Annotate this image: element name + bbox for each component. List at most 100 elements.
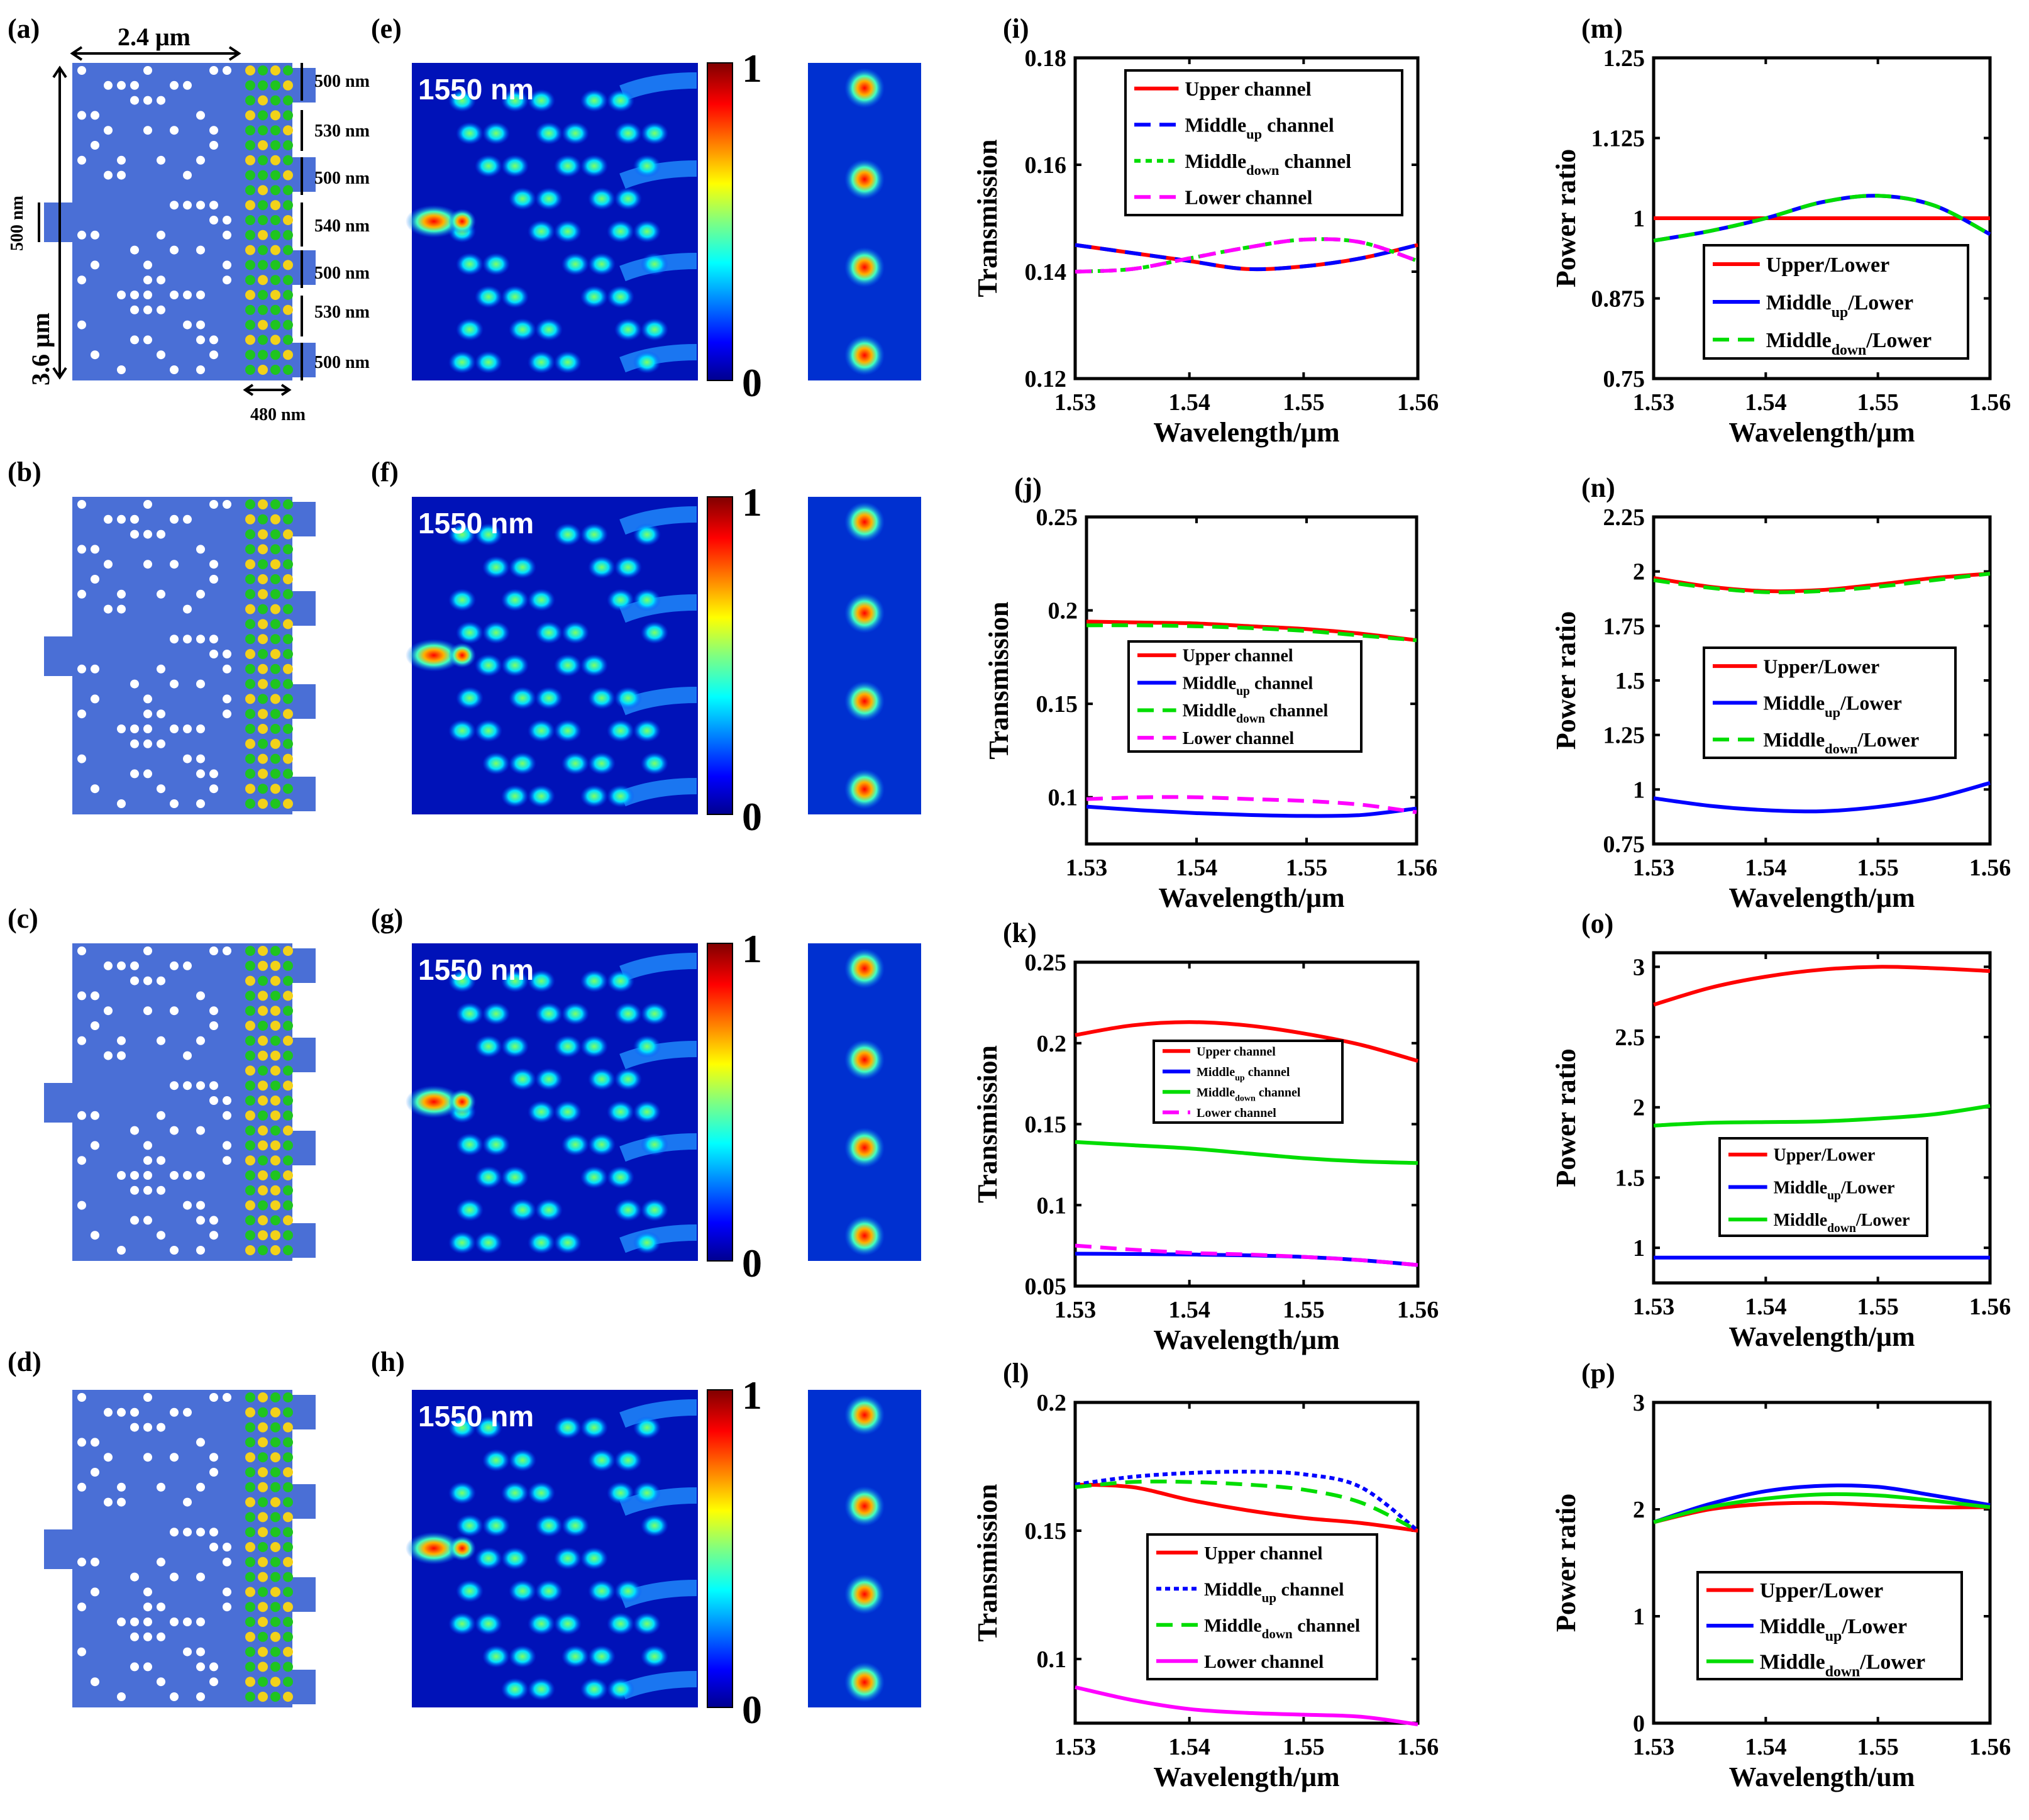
field-lobe	[456, 1133, 484, 1156]
y-tick-label: 2	[1633, 1095, 1645, 1121]
hole-white	[209, 216, 218, 225]
hole-white	[130, 335, 139, 345]
hole-white	[170, 1171, 179, 1180]
legend-entry: Middleup/Lower	[1763, 692, 1901, 720]
hole-coded	[283, 1065, 293, 1076]
hole-coded	[258, 499, 268, 509]
hole-coded	[283, 1587, 293, 1597]
y-tick-label: 1	[1633, 1235, 1645, 1262]
hole-coded	[283, 709, 293, 719]
device-body	[72, 943, 292, 1261]
panel-label-m: (m)	[1581, 13, 1623, 44]
hole-white	[223, 216, 231, 225]
panel-label-h: (h)	[371, 1346, 405, 1377]
series-line-3	[1653, 194, 1991, 243]
legend-entry: Middleup channel	[1183, 674, 1313, 698]
hole-white	[77, 1438, 86, 1447]
field-lobe	[633, 1101, 661, 1123]
hole-coded	[270, 245, 280, 255]
hole-coded	[283, 604, 293, 614]
wavelength-label-h: 1550 nm	[418, 1400, 534, 1433]
hole-white	[183, 291, 192, 299]
hole-coded	[245, 1006, 255, 1016]
gap-label-2: 530 nm	[314, 121, 370, 141]
hole-white	[77, 754, 86, 763]
hole-coded	[245, 1185, 255, 1196]
field-lobe	[588, 253, 616, 275]
hole-coded	[270, 724, 280, 734]
legend-entry: Middleup channel	[1197, 1065, 1290, 1083]
hole-white	[157, 1231, 165, 1240]
hole-coded	[245, 1200, 255, 1211]
y-tick-label: 1.5	[1615, 1165, 1645, 1191]
field-lobe	[528, 589, 555, 611]
field-lobe	[528, 970, 555, 992]
x-tick-label: 1.55	[1283, 1734, 1325, 1760]
hole-coded	[245, 799, 255, 809]
field-lobe	[535, 318, 563, 341]
hole-coded	[270, 1110, 280, 1121]
hole-coded	[270, 799, 280, 809]
field-lobe	[509, 1449, 536, 1472]
hole-coded	[245, 604, 255, 614]
hole-coded	[283, 1631, 293, 1642]
field-lobe	[482, 1002, 510, 1025]
field-lobe	[535, 1002, 563, 1025]
hole-coded	[283, 694, 293, 704]
hole-white	[196, 1617, 205, 1626]
hole-coded	[283, 1482, 293, 1492]
hole-white	[143, 1617, 152, 1626]
field-lobe	[641, 1133, 668, 1156]
hole-coded	[283, 1245, 293, 1255]
device-body	[72, 497, 292, 814]
hole-coded	[245, 753, 255, 764]
hole-white	[143, 1662, 152, 1672]
legend-entry: Upper/Lower	[1774, 1146, 1876, 1165]
hole-white	[91, 784, 99, 794]
hole-coded	[245, 574, 255, 584]
field-lobe	[509, 752, 536, 775]
field-lobe	[561, 1133, 589, 1156]
hole-white	[170, 1006, 179, 1016]
x-tick-label: 1.56	[1969, 1294, 2011, 1320]
hole-white	[91, 694, 99, 704]
hole-white	[104, 1497, 113, 1507]
hole-coded	[245, 544, 255, 555]
hole-coded	[283, 529, 293, 540]
field-lobe	[614, 556, 642, 579]
hole-white	[209, 500, 218, 509]
hole-white	[170, 961, 179, 970]
hole-coded	[245, 663, 255, 674]
hole-coded	[258, 1662, 268, 1672]
hole-coded	[283, 95, 293, 106]
hole-white	[196, 545, 205, 554]
hole-coded	[283, 1527, 293, 1538]
field-lobe	[535, 621, 563, 644]
x-tick-label: 1.54	[1168, 1297, 1210, 1323]
hole-white	[157, 709, 165, 719]
hole-white	[170, 1692, 179, 1701]
hole-white	[117, 1051, 126, 1060]
hole-coded	[270, 738, 280, 749]
series-line-3	[1075, 1140, 1418, 1165]
hole-coded	[283, 619, 293, 630]
hole-coded	[283, 215, 293, 225]
field-lobe	[448, 1612, 476, 1635]
hole-coded	[245, 990, 255, 1001]
hole-coded	[245, 1080, 255, 1091]
hole-coded	[245, 1021, 255, 1031]
field-g	[406, 943, 921, 1261]
field-lobe	[456, 621, 484, 644]
hole-white	[77, 111, 86, 120]
hole-white	[223, 1557, 231, 1567]
hole-white	[196, 1246, 205, 1255]
field-lobe	[456, 253, 484, 275]
hole-coded	[258, 753, 268, 764]
hole-white	[183, 1497, 192, 1507]
hole-coded	[245, 1155, 255, 1166]
y-tick-label: 0	[1633, 1711, 1645, 1737]
hole-coded	[258, 1230, 268, 1241]
hole-white	[209, 1216, 218, 1225]
hole-white	[143, 724, 152, 733]
hole-white	[196, 991, 205, 1001]
